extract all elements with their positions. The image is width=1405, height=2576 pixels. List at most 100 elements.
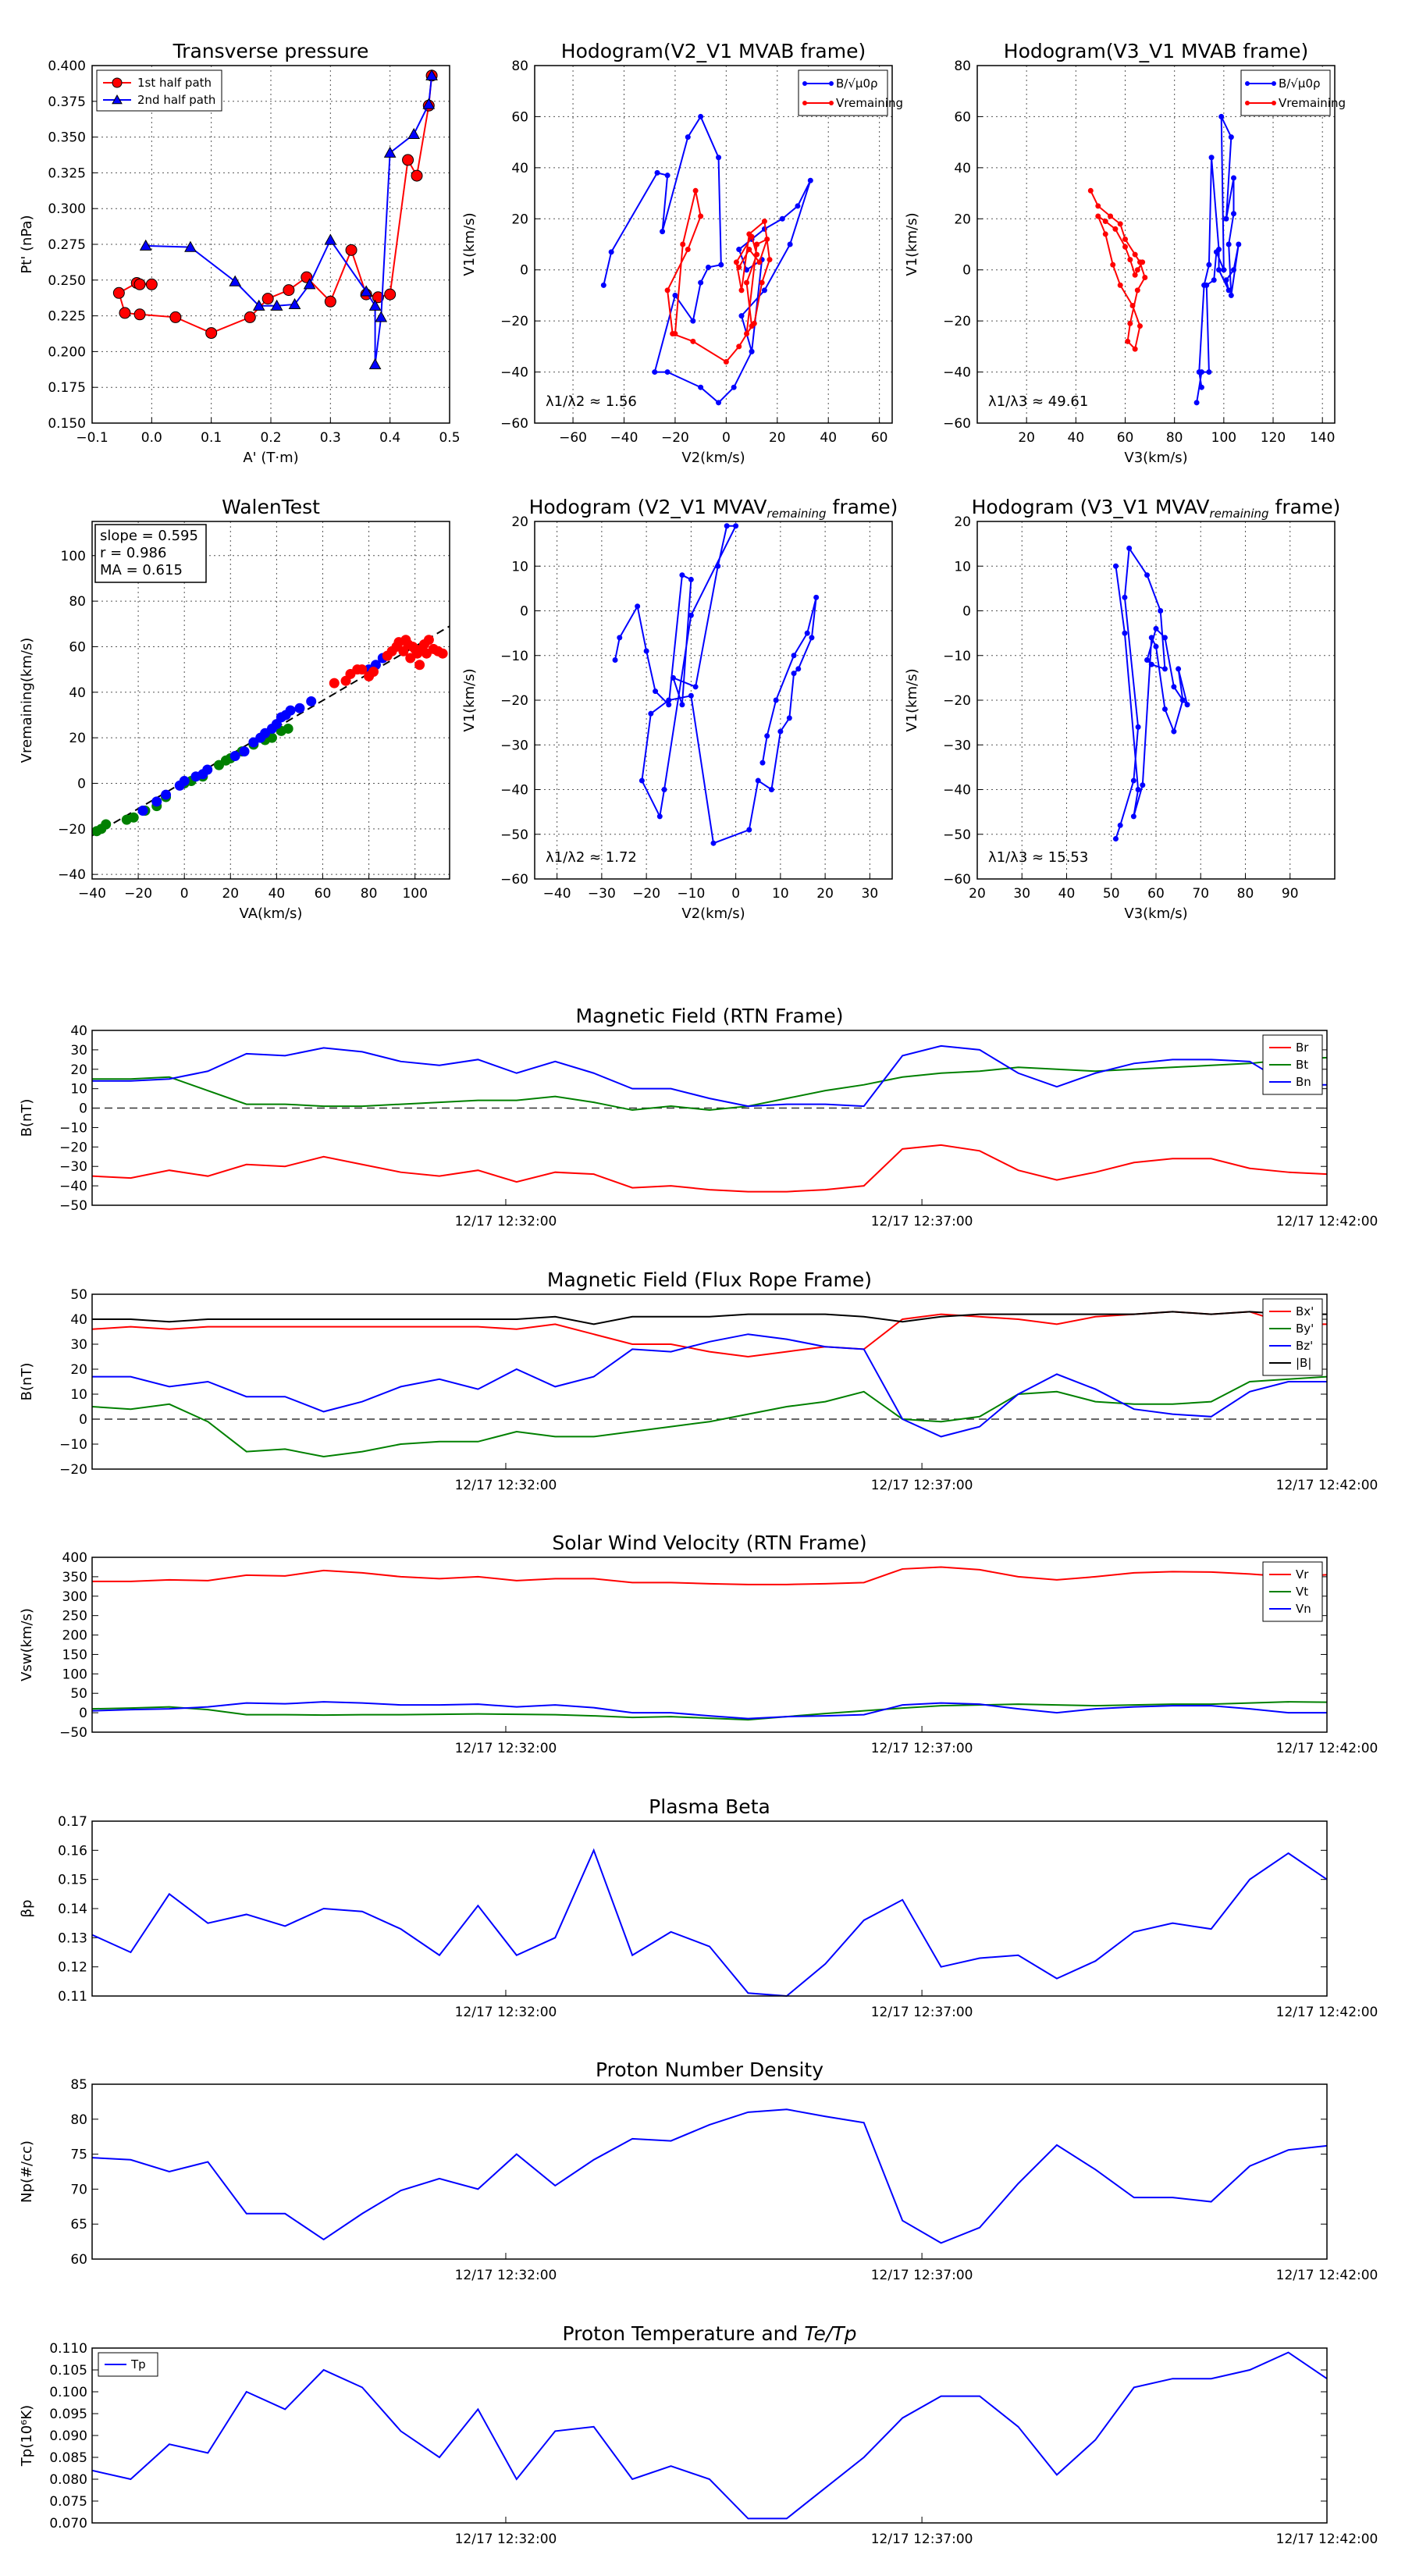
data-point bbox=[690, 338, 696, 344]
series-line bbox=[92, 1311, 1327, 1325]
legend-label: B/√μ0ρ bbox=[1279, 76, 1321, 91]
y-tick-label: 0.070 bbox=[49, 2516, 87, 2532]
data-point bbox=[283, 284, 295, 297]
title-end: frame) bbox=[1269, 496, 1341, 518]
chart-magnetic_field_rtn: −50 −40 −30 −20 −10 0 10 20 30 40 12/17 12:32:00 12… bbox=[19, 1005, 1378, 1229]
x-tick-label: 0 bbox=[180, 886, 189, 902]
data-point bbox=[670, 674, 676, 681]
x-tick-label: 12/17 12:32:00 bbox=[455, 2005, 557, 2020]
legend-label: By' bbox=[1296, 1322, 1314, 1336]
data-point bbox=[1122, 244, 1129, 250]
data-point bbox=[755, 777, 761, 784]
y-tick-label: 20 bbox=[511, 514, 528, 530]
data-point bbox=[414, 660, 425, 671]
data-point bbox=[804, 630, 810, 636]
y-axis-label: Np(#/cc) bbox=[19, 2140, 35, 2203]
x-tick-label: 20 bbox=[222, 886, 239, 902]
data-point bbox=[807, 177, 813, 183]
x-tick-label: −20 bbox=[632, 886, 660, 902]
y-tick-label: 65 bbox=[70, 2217, 87, 2233]
data-point bbox=[1125, 338, 1131, 344]
x-tick-label: 60 bbox=[1147, 886, 1165, 902]
data-point bbox=[1117, 822, 1123, 828]
data-point bbox=[1130, 777, 1136, 784]
data-point bbox=[324, 295, 336, 308]
data-point bbox=[422, 98, 436, 109]
x-tick-label: 12/17 12:37:00 bbox=[871, 1214, 973, 1229]
series-line bbox=[91, 1144, 1328, 1193]
data-point bbox=[1127, 257, 1133, 263]
data-point bbox=[368, 299, 382, 311]
data-point bbox=[1171, 684, 1177, 690]
data-point bbox=[736, 343, 742, 350]
data-point bbox=[688, 692, 694, 699]
x-tick-label: −40 bbox=[610, 430, 638, 446]
data-point bbox=[1179, 697, 1186, 703]
y-tick-label: 0 bbox=[962, 263, 971, 279]
data-point bbox=[813, 594, 820, 600]
data-point bbox=[1142, 275, 1148, 281]
data-point bbox=[1102, 231, 1108, 237]
data-point bbox=[688, 576, 694, 582]
data-point bbox=[656, 813, 663, 820]
data-point bbox=[705, 264, 711, 270]
y-tick-label: 80 bbox=[954, 59, 971, 74]
x-tick-label: 40 bbox=[1068, 430, 1085, 446]
y-tick-label: 0.075 bbox=[49, 2494, 87, 2510]
y-tick-label: −40 bbox=[500, 365, 528, 381]
y-tick-label: 60 bbox=[70, 2252, 87, 2268]
chart-title: Magnetic Field (Flux Rope Frame) bbox=[547, 1268, 872, 1291]
data-point bbox=[664, 369, 670, 375]
data-point bbox=[1122, 594, 1128, 600]
y-tick-label: 0.14 bbox=[58, 1902, 87, 1917]
data-point bbox=[1129, 303, 1136, 309]
stats-box bbox=[94, 524, 207, 583]
y-axis-label: Vsw(km/s) bbox=[19, 1608, 35, 1681]
y-tick-label: 0 bbox=[79, 1101, 87, 1117]
series-line bbox=[92, 1566, 1328, 1585]
chart-title: Transverse pressure bbox=[173, 40, 369, 62]
legend: Bx' By' Bz' |B| bbox=[1262, 1298, 1323, 1376]
data-point bbox=[1117, 282, 1123, 288]
data-point bbox=[666, 702, 672, 708]
data-point bbox=[119, 307, 131, 319]
data-point bbox=[1230, 267, 1236, 273]
x-tick-label: 12/17 12:32:00 bbox=[455, 1478, 557, 1493]
data-point bbox=[759, 279, 765, 286]
data-point bbox=[795, 203, 801, 209]
data-point bbox=[1132, 251, 1138, 258]
data-point bbox=[648, 710, 654, 717]
data-point bbox=[767, 257, 773, 263]
data-point bbox=[402, 154, 414, 166]
legend-label: Vt bbox=[1296, 1585, 1308, 1599]
data-point bbox=[660, 229, 666, 235]
series-line bbox=[91, 1311, 1327, 1358]
data-point bbox=[368, 667, 379, 678]
y-tick-label: 10 bbox=[511, 559, 528, 575]
data-point bbox=[1144, 656, 1151, 663]
chart-title: Proton Number Density bbox=[596, 2058, 823, 2081]
data-point bbox=[1236, 241, 1242, 247]
y-tick-label: −40 bbox=[58, 867, 86, 883]
data-point bbox=[1112, 226, 1119, 232]
y-axis-label: V1(km/s) bbox=[461, 668, 478, 731]
data-point bbox=[723, 358, 729, 365]
data-point bbox=[1201, 282, 1208, 288]
data-point bbox=[1127, 320, 1133, 326]
x-tick-label: 0.2 bbox=[260, 430, 281, 446]
legend-label: B/√μ0ρ bbox=[836, 76, 878, 91]
data-point bbox=[137, 805, 148, 816]
x-tick-label: 40 bbox=[820, 430, 837, 446]
chart-title: Plasma Beta bbox=[649, 1795, 770, 1818]
x-axis-label: VA(km/s) bbox=[240, 906, 303, 922]
data-point bbox=[411, 169, 423, 182]
plot-frame bbox=[91, 1820, 1328, 1997]
y-tick-label: 0.105 bbox=[49, 2363, 87, 2379]
y-axis-label: Tp(10⁶K) bbox=[19, 2405, 35, 2467]
data-point bbox=[692, 187, 699, 194]
legend-marker bbox=[829, 101, 834, 105]
data-point bbox=[306, 696, 317, 706]
x-tick-label: 12/17 12:32:00 bbox=[455, 1741, 557, 1756]
data-point bbox=[1108, 213, 1114, 219]
data-point bbox=[643, 648, 649, 654]
